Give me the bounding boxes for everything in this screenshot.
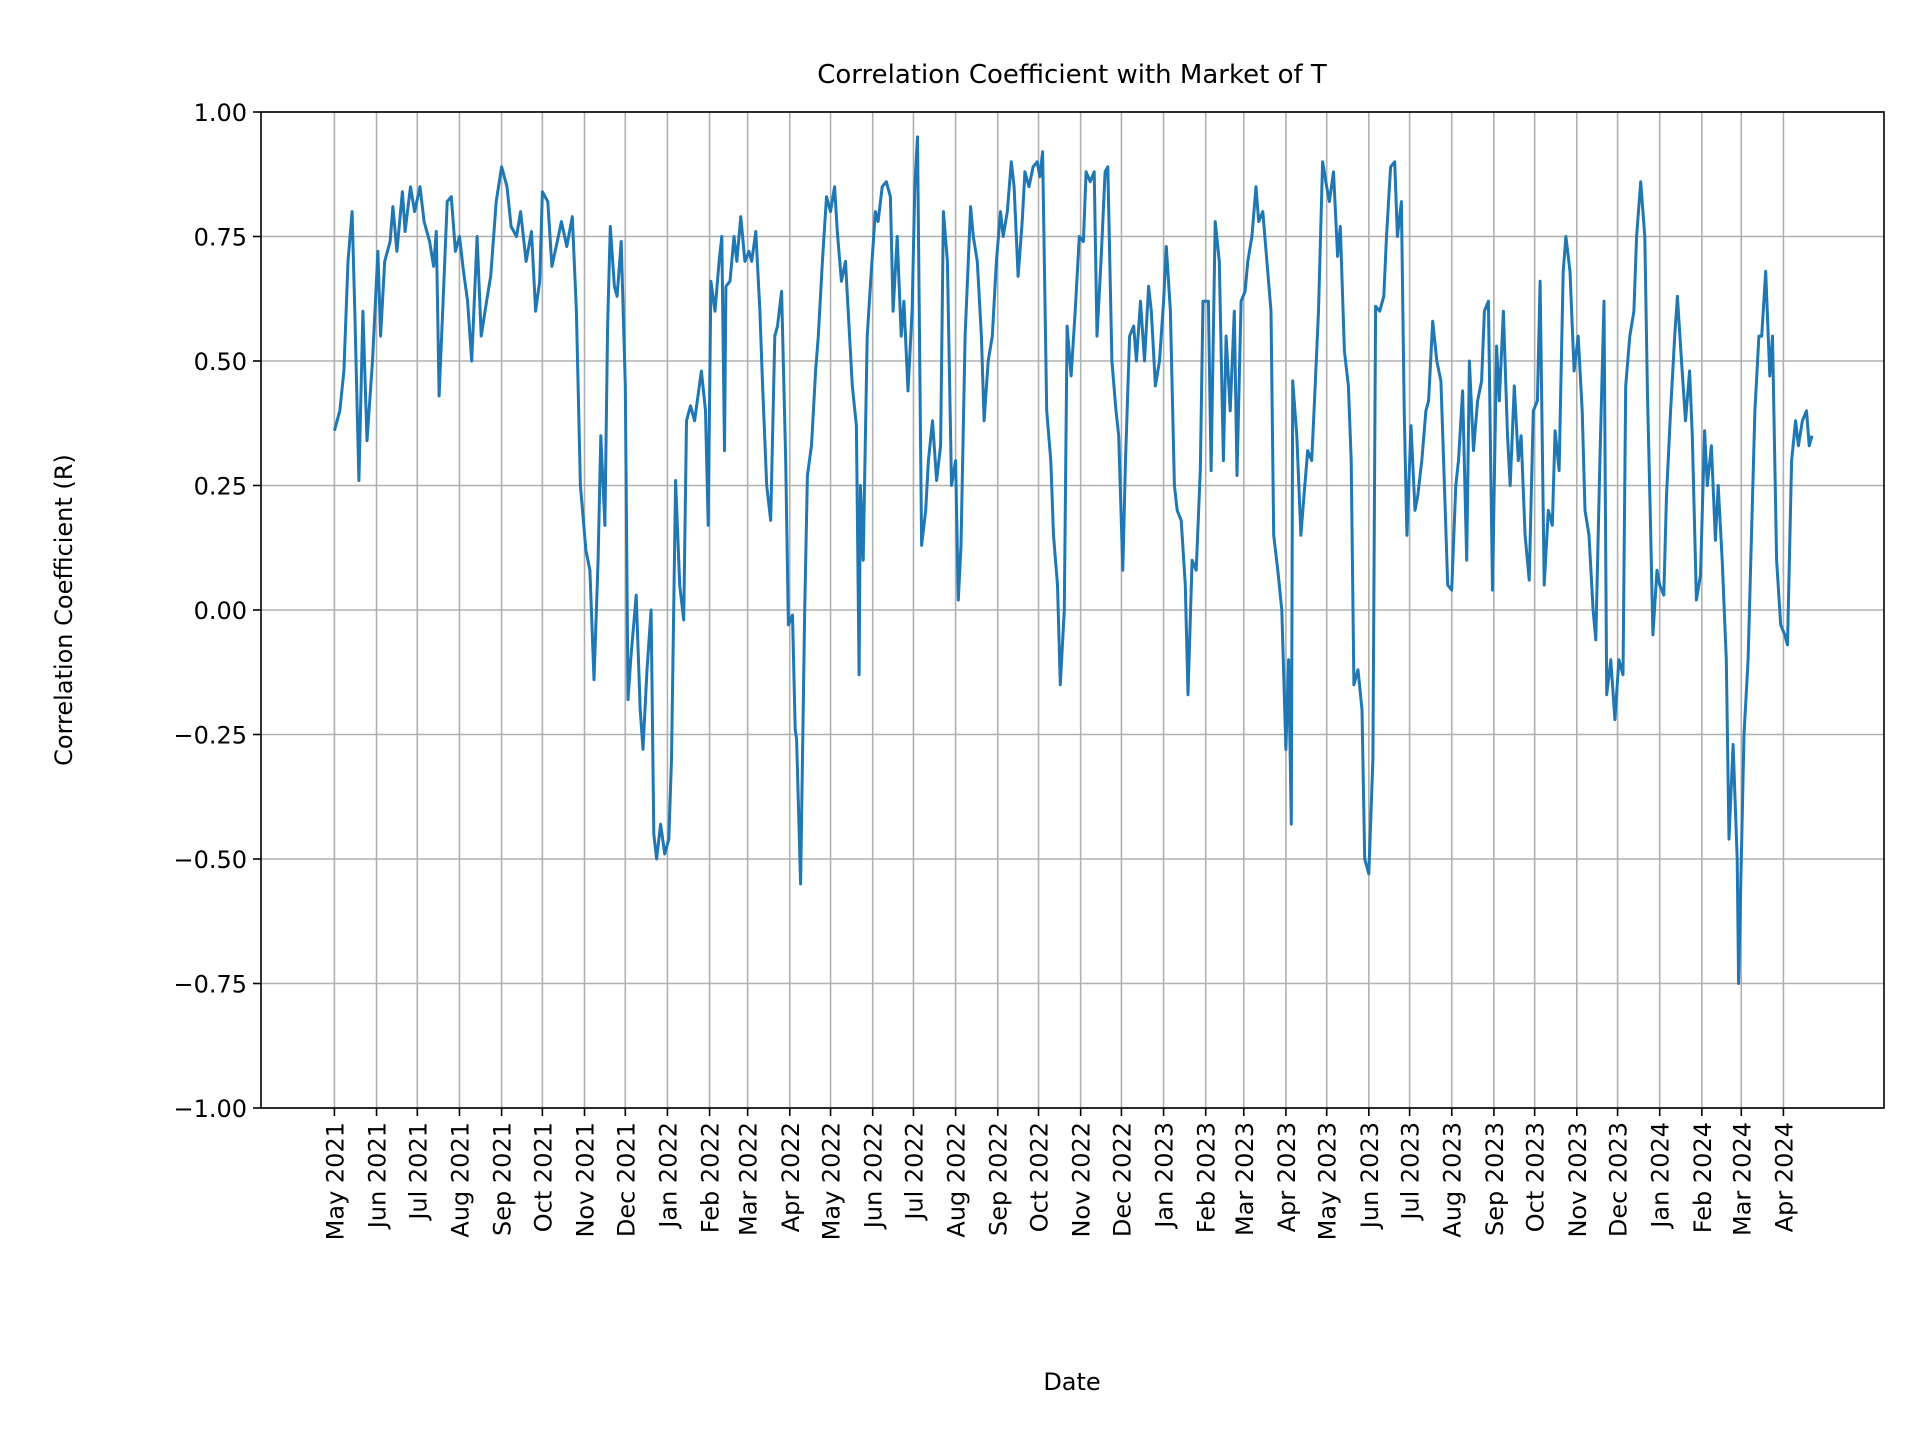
y-tick-label: −0.25	[173, 722, 247, 750]
x-tick-label: Aug 2022	[943, 1122, 971, 1238]
y-tick-label: −1.00	[173, 1095, 247, 1123]
chart-title: Correlation Coefficient with Market of T	[817, 60, 1327, 90]
x-tick-label: Apr 2022	[777, 1122, 805, 1232]
x-tick-label: Feb 2022	[697, 1122, 725, 1233]
x-tick-label: Jul 2022	[900, 1122, 928, 1222]
x-tick-label: Jun 2021	[364, 1122, 392, 1230]
x-tick-label: Nov 2021	[572, 1122, 600, 1238]
x-tick-label: Dec 2022	[1108, 1122, 1136, 1237]
y-axis: −1.00 −0.75 −0.50 −0.25 0.00 0.25 0.50 0.75 1.00	[173, 99, 261, 1123]
y-tick-label: 0.75	[194, 224, 247, 252]
series-line	[332, 135, 1814, 985]
x-tick-label: Oct 2022	[1026, 1122, 1054, 1232]
x-tick-label: Feb 2023	[1193, 1122, 1221, 1233]
y-tick-label: 0.00	[194, 597, 247, 625]
x-axis-label: Date	[1043, 1368, 1100, 1396]
x-tick-label: Nov 2023	[1564, 1122, 1592, 1238]
x-tick-label: Oct 2023	[1522, 1122, 1550, 1232]
x-tick-label: Aug 2021	[446, 1122, 474, 1238]
x-tick-label: Jun 2022	[860, 1122, 888, 1230]
x-tick-label: Sep 2021	[489, 1122, 517, 1236]
x-tick-label: Jan 2022	[654, 1122, 682, 1230]
y-tick-label: 1.00	[194, 99, 247, 127]
x-axis: May 2021 Jun 2021 Jul 2021 Aug 2021 Sep 2021…	[321, 1108, 1798, 1240]
x-tick-label: Sep 2022	[985, 1122, 1013, 1236]
x-tick-label: Mar 2024	[1728, 1122, 1756, 1236]
y-axis-label: Correlation Coefficient (R)	[50, 454, 78, 766]
x-tick-label: Sep 2023	[1481, 1122, 1509, 1236]
x-tick-label: Jul 2021	[404, 1122, 432, 1222]
x-tick-label: May 2021	[321, 1122, 349, 1240]
y-tick-label: 0.25	[194, 473, 247, 501]
y-tick-label: −0.50	[173, 846, 247, 874]
y-tick-label: −0.75	[173, 971, 247, 999]
x-tick-label: Nov 2022	[1068, 1122, 1096, 1238]
x-tick-label: Apr 2023	[1273, 1122, 1301, 1232]
x-tick-label: Aug 2023	[1439, 1122, 1467, 1238]
grid	[261, 111, 1884, 1109]
x-tick-label: Dec 2021	[612, 1122, 640, 1237]
x-tick-label: Mar 2023	[1231, 1122, 1259, 1236]
x-tick-label: Jul 2023	[1397, 1122, 1425, 1222]
x-tick-label: Feb 2024	[1689, 1122, 1717, 1233]
plot-area	[332, 135, 1814, 985]
x-tick-label: Jan 2024	[1647, 1122, 1675, 1230]
x-tick-label: Oct 2021	[529, 1122, 557, 1232]
x-tick-label: Apr 2024	[1770, 1122, 1798, 1232]
y-tick-label: 0.50	[194, 348, 247, 376]
x-tick-label: May 2022	[818, 1122, 846, 1240]
x-tick-label: Dec 2023	[1605, 1122, 1633, 1237]
x-tick-label: May 2023	[1314, 1122, 1342, 1240]
x-tick-label: Jan 2023	[1151, 1122, 1179, 1230]
x-tick-label: Jun 2023	[1356, 1122, 1384, 1230]
x-tick-label: Mar 2022	[735, 1122, 763, 1236]
